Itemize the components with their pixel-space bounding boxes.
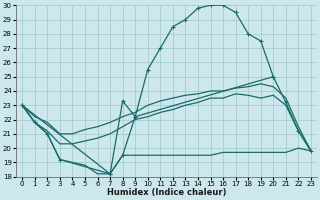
X-axis label: Humidex (Indice chaleur): Humidex (Indice chaleur) bbox=[107, 188, 226, 197]
